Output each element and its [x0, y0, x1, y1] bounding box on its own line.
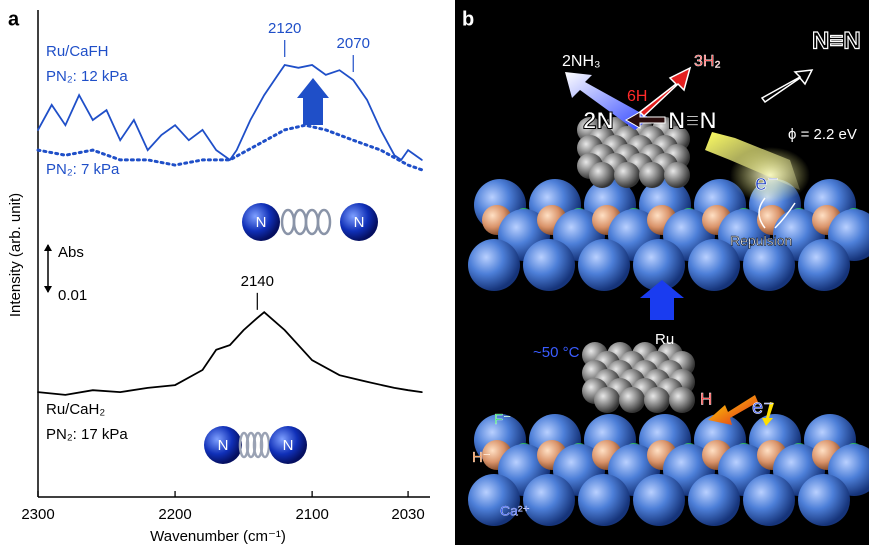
figure: a Wavenumber (cm⁻¹) Intensity (arb. unit…	[0, 0, 869, 545]
panel-label: a	[8, 8, 20, 30]
diagram-label: H	[700, 389, 712, 408]
scale-bar-head	[44, 286, 52, 293]
x-tick-label: 2200	[158, 506, 191, 523]
sphere	[688, 474, 740, 526]
y-axis-title: Intensity (arb. unit)	[7, 193, 24, 317]
atom-label: N	[218, 437, 229, 454]
molecule-weak: N N	[242, 203, 378, 241]
sample-label: Ru/CaFH	[46, 43, 109, 60]
diagram-label: Ru	[655, 331, 674, 348]
sample-label: Ru/CaH₂	[46, 401, 105, 418]
peak-label: 2120	[268, 20, 301, 37]
sphere	[669, 387, 695, 413]
atom-label: N	[256, 214, 267, 231]
diagram-label: N≡N	[812, 27, 861, 54]
series-line	[38, 312, 422, 395]
sphere	[614, 162, 640, 188]
sphere	[798, 239, 850, 291]
diagram-label: Repulsion	[730, 233, 792, 249]
peak-label: 2070	[337, 35, 370, 52]
atom-label: N	[354, 214, 365, 231]
sphere	[644, 387, 670, 413]
atom-label: N	[283, 437, 294, 454]
scale-unit: Abs	[58, 244, 84, 261]
diagram-label: Ca²⁺	[500, 503, 530, 519]
diagram-label: e⁻	[752, 396, 774, 418]
diagram-label: N≡N	[668, 107, 717, 134]
legend-label: PN₂: 7 kPa	[46, 161, 120, 178]
sphere	[523, 239, 575, 291]
sphere	[633, 474, 685, 526]
sphere	[523, 474, 575, 526]
diagram-label: H⁻	[472, 449, 491, 466]
sphere	[578, 474, 630, 526]
molecule-strong: N N	[204, 426, 307, 464]
sphere	[743, 474, 795, 526]
diagram-label: 2NH₃	[562, 53, 601, 70]
scale-bar-head	[44, 244, 52, 251]
x-tick-label: 2100	[295, 506, 328, 523]
diagram-label: ~50 °C	[533, 344, 580, 361]
sphere	[594, 387, 620, 413]
x-tick-label: 2030	[391, 506, 424, 523]
scale-value: 0.01	[58, 287, 87, 304]
legend-label: PN₂: 12 kPa	[46, 68, 128, 85]
sphere	[619, 387, 645, 413]
sphere	[468, 239, 520, 291]
diagram-label: 2N	[583, 107, 614, 134]
sphere	[589, 162, 615, 188]
sphere	[639, 162, 665, 188]
panel-a: a Wavenumber (cm⁻¹) Intensity (arb. unit…	[7, 8, 430, 545]
sphere	[664, 162, 690, 188]
x-tick-label: 2300	[21, 506, 54, 523]
diagram-label: e⁻	[755, 170, 779, 195]
panel-label: b	[462, 8, 474, 30]
x-axis-title: Wavenumber (cm⁻¹)	[150, 528, 286, 545]
panel-b: b 2NH₃ 3H₂ 6H 2N N≡N N≡N ϕ = 2.2 eV e⁻ Repulsion R…	[455, 0, 869, 545]
peak-label: 2140	[241, 273, 274, 290]
diagram-label: 6H	[627, 88, 647, 105]
legend-label: PN₂: 17 kPa	[46, 426, 128, 443]
diagram-label: F⁻	[494, 411, 511, 428]
diagram-label: 3H₂	[694, 53, 721, 70]
diagram-label: ϕ = 2.2 eV	[788, 126, 857, 143]
sphere	[578, 239, 630, 291]
increase-arrow	[297, 78, 329, 125]
sphere	[798, 474, 850, 526]
